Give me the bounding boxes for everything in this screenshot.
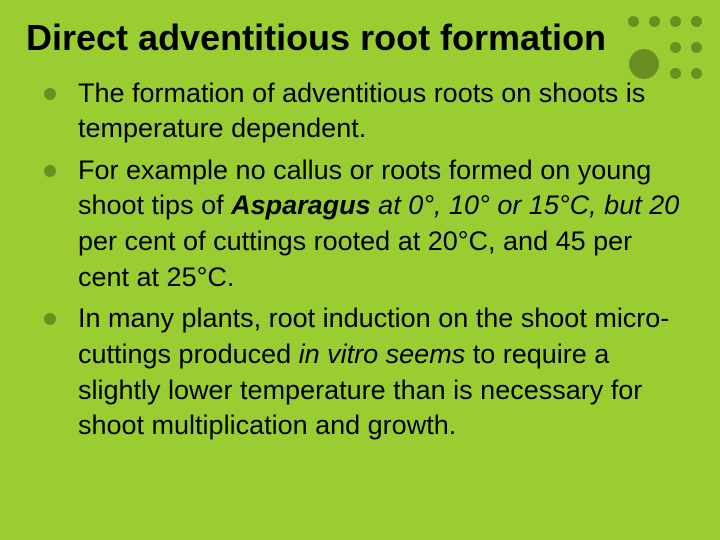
slide-title: Direct adventitious root formation <box>26 18 694 58</box>
list-item: For example no callus or roots formed on… <box>44 153 688 296</box>
deco-dot-icon <box>691 42 702 53</box>
deco-big-dot-icon <box>629 49 659 79</box>
slide: Direct adventitious root formation The f… <box>0 0 720 540</box>
deco-dot-icon <box>670 16 681 27</box>
deco-dot-icon <box>670 42 681 53</box>
bullet-text: The formation of adventitious roots on s… <box>78 78 645 144</box>
deco-dot-icon <box>628 16 639 27</box>
bullet-text-it: in vitro seems <box>299 339 466 369</box>
bullet-list: The formation of adventitious roots on s… <box>26 76 694 444</box>
bullet-text: per cent of cuttings rooted at 20°C, and… <box>78 226 632 292</box>
deco-dot-icon <box>691 68 702 79</box>
bullet-text-bi: Asparagus <box>231 190 371 220</box>
deco-dot-icon <box>691 16 702 27</box>
deco-dot-icon <box>649 16 660 27</box>
bullet-text-it: at 0°, 10° or 15°C, but 20 <box>378 190 679 220</box>
list-item: In many plants, root induction on the sh… <box>44 301 688 444</box>
list-item: The formation of adventitious roots on s… <box>44 76 688 147</box>
